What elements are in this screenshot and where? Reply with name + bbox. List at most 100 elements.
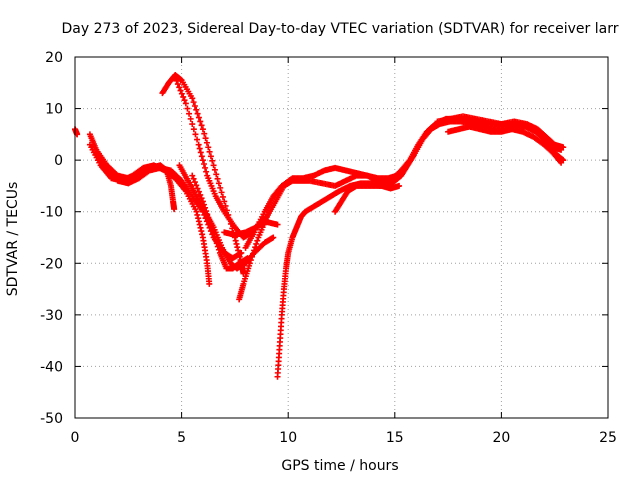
data-point [217,184,224,191]
data-point [194,136,201,143]
x-tick-label: 5 [177,430,186,446]
data-point [396,182,403,189]
series-arc-1 [72,126,81,138]
data-point [199,157,206,164]
x-tick-label: 10 [279,430,297,446]
series-arc-10 [242,164,400,251]
data-point [198,195,205,202]
data-point [558,159,565,166]
y-tick-label: 0 [54,153,63,169]
data-point [254,237,261,244]
data-point [193,182,200,189]
data-point [180,93,187,100]
x-tick-label: 0 [71,430,80,446]
data-point [186,110,193,117]
data-point [190,175,197,182]
series-arc-16 [221,219,281,238]
data-point [189,121,196,128]
data-point [189,172,196,179]
data-point [210,230,217,237]
series-arc-15 [434,113,567,151]
data-point [189,95,196,102]
data-point [218,189,225,196]
data-point [213,240,220,247]
data-point [212,237,219,244]
data-point [174,81,181,88]
data-point [202,164,209,171]
data-point [253,240,260,247]
data-point [202,135,209,142]
y-tick-label: -20 [40,256,63,272]
data-point [200,161,207,168]
data-point [209,157,216,164]
y-axis-title: SDTVAR / TECUs [5,182,21,297]
data-point [198,122,205,129]
data-point [197,118,204,125]
data-point [246,260,253,267]
data-point [181,97,188,104]
data-point [194,185,201,192]
data-point [274,221,281,228]
data-point [191,179,198,186]
data-point [197,191,204,198]
data-point [187,115,194,122]
data-point [211,166,218,173]
series-arc-5 [159,72,247,277]
data-point [206,217,213,224]
plot-frame [74,56,609,419]
x-tick-label: 25 [599,430,617,446]
data-point [207,153,214,160]
data-point [247,257,254,264]
y-tick-label: 20 [45,50,63,66]
data-point [248,253,255,260]
data-point [177,87,184,94]
data-point [195,141,202,148]
data-point [195,188,202,195]
data-point [178,90,185,97]
data-series-layer [72,72,567,380]
data-point [219,193,226,200]
data-point [208,224,215,231]
data-point [193,106,200,113]
data-point [182,100,189,107]
data-point [184,105,191,112]
data-point [196,145,203,152]
series-arc-9 [236,172,398,303]
data-point [206,280,213,287]
x-tick-label: 15 [386,430,404,446]
grid [75,57,608,418]
y-tick-label: -50 [40,411,63,427]
data-point [204,211,211,218]
data-point [203,168,210,175]
chart-title: Day 273 of 2023, Sidereal Day-to-day VTE… [62,21,619,37]
data-point [199,126,206,133]
data-point [205,144,212,151]
data-point [214,243,221,250]
data-point [215,246,222,253]
data-point [244,255,251,262]
data-point [200,201,207,208]
data-point [203,139,210,146]
y-tick-label: 10 [45,102,63,118]
data-point [201,130,208,137]
data-point [197,149,204,156]
data-point [191,102,198,109]
data-point [250,250,257,257]
data-point [215,180,222,187]
data-point [207,220,214,227]
data-point [209,227,216,234]
data-point [205,214,212,221]
data-point [270,234,277,241]
x-tick-label: 20 [492,430,510,446]
series-arc-8 [189,172,251,272]
series-arc-6 [172,74,270,241]
data-point [190,99,197,106]
data-point [194,110,201,117]
data-point [251,247,258,254]
y-tick-label: -40 [40,359,63,375]
data-point [173,77,180,84]
data-point [176,84,183,91]
data-point [560,144,567,151]
data-point [172,74,179,81]
